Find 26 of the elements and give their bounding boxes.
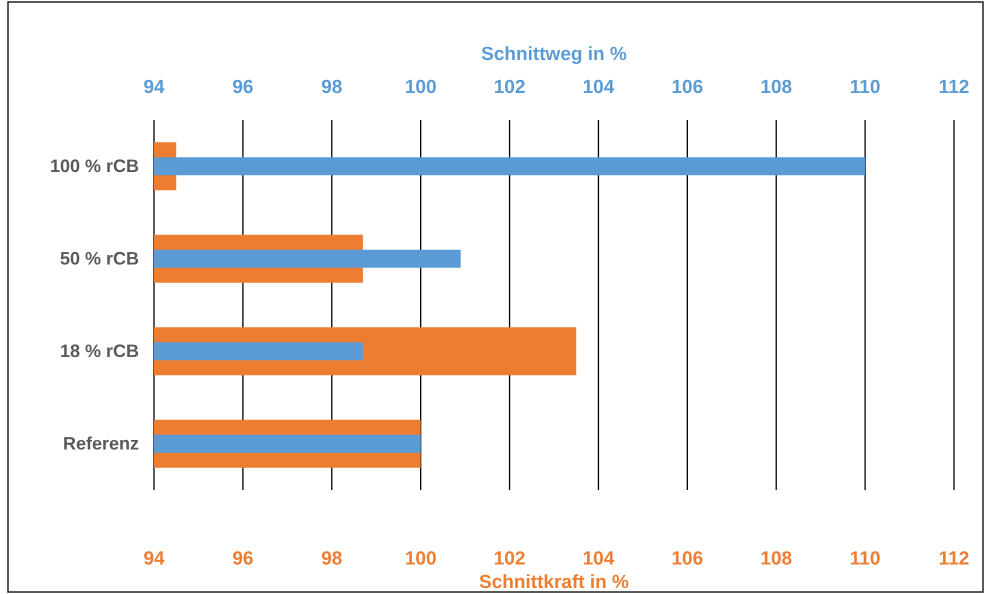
x2-tick-label: 96 — [232, 548, 254, 570]
y-tick-label: 18 % rCB — [60, 341, 139, 362]
x2-tick-label: 102 — [494, 548, 526, 570]
y-tick-label: Referenz — [62, 434, 139, 454]
x2-tick-label: 108 — [760, 548, 792, 570]
x-tick-label: 108 — [760, 77, 792, 98]
y-tick-label: 100 % rCB — [50, 156, 139, 176]
x2-tick-label: 94 — [143, 548, 165, 570]
x-tick-label: 104 — [582, 77, 615, 98]
x2-tick-label: 100 — [404, 548, 437, 570]
x-tick-label: 96 — [232, 77, 254, 98]
y-tick-label: 50 % rCB — [60, 248, 139, 269]
x-tick-label: 102 — [494, 77, 526, 98]
x-tick-label: 98 — [321, 77, 342, 98]
x2-tick-label: 112 — [938, 548, 970, 570]
x2-tick-label: 110 — [850, 548, 880, 570]
x-tick-label: 94 — [143, 77, 165, 98]
x2-tick-label: 104 — [582, 548, 615, 570]
x2-tick-label: 98 — [321, 548, 342, 570]
x2-tick-label: 106 — [671, 548, 704, 570]
x-axis-title: Schnittkraft in % — [479, 572, 630, 593]
x-tick-label: 100 — [404, 77, 437, 98]
x-tick-label: 110 — [850, 77, 880, 98]
x-tick-label: 112 — [938, 77, 970, 98]
x2-axis-title: Schnittweg in % — [481, 44, 627, 65]
x-tick-label: 106 — [671, 77, 704, 98]
